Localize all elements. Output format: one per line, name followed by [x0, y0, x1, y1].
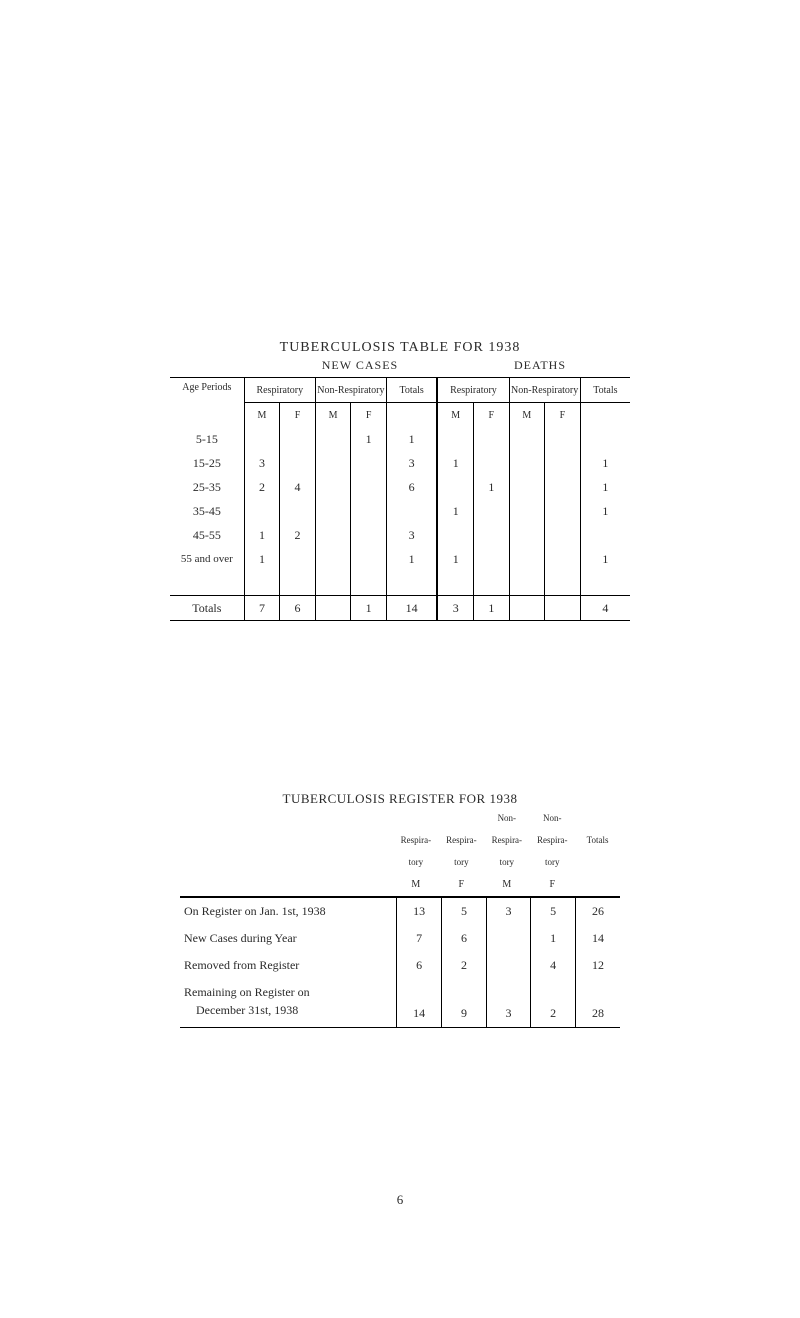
- table1-totals-row: Totals 7 6 1 14 3 1 4: [170, 596, 630, 621]
- hdr-totals-d: Totals: [580, 378, 630, 403]
- tuberculosis-table: TUBERCULOSIS TABLE FOR 1938 NEW CASES DE…: [170, 340, 630, 621]
- table-row: 55 and over 1 1 1 1: [170, 547, 630, 571]
- table2-headers: Non- Non- Respira- Respira- Respira- Res…: [180, 807, 620, 897]
- table1-title: TUBERCULOSIS TABLE FOR 1938: [170, 340, 630, 356]
- hdr-resp-nc: Respiratory: [244, 378, 315, 403]
- table1-grid: Age Periods Respiratory Non-Respiratory …: [170, 377, 630, 621]
- tuberculosis-register-table: TUBERCULOSIS REGISTER FOR 1938 Non- Non-…: [180, 791, 620, 1028]
- table-row: 25-35 2 4 6 1 1: [170, 475, 630, 499]
- hdr-m: M: [244, 403, 280, 428]
- table2-title: TUBERCULOSIS REGISTER FOR 1938: [180, 791, 620, 807]
- subtitle-new-cases: NEW CASES: [230, 358, 450, 373]
- hdr-nonresp-d: Non-Respiratory: [509, 378, 580, 403]
- hdr-age: Age Periods: [170, 378, 244, 428]
- hdr-totals-nc: Totals: [386, 378, 437, 403]
- table-row: 5-15 1 1: [170, 427, 630, 451]
- table1-subtitles: NEW CASES DEATHS: [170, 358, 630, 373]
- hdr-m: M: [509, 403, 545, 428]
- subtitle-deaths: DEATHS: [450, 358, 630, 373]
- hdr-f: F: [545, 403, 581, 428]
- table-row: New Cases during Year 7 6 1 14: [180, 925, 620, 952]
- table-row: Removed from Register 6 2 4 12: [180, 952, 620, 979]
- hdr-f: F: [280, 403, 316, 428]
- table-row: On Register on Jan. 1st, 1938 13 5 3 5 2…: [180, 898, 620, 926]
- table-row: December 31st, 1938 14 9 3 2 28: [180, 1000, 620, 1028]
- hdr-f: F: [474, 403, 510, 428]
- hdr-resp-d: Respiratory: [437, 378, 509, 403]
- hdr-nonresp-nc: Non-Respiratory: [315, 378, 386, 403]
- hdr-m: M: [437, 403, 473, 428]
- table-row: 45-55 1 2 3: [170, 523, 630, 547]
- page-number: 6: [0, 1192, 800, 1208]
- table2-grid: On Register on Jan. 1st, 1938 13 5 3 5 2…: [180, 897, 620, 1028]
- hdr-m: M: [315, 403, 351, 428]
- table-row: Remaining on Register on: [180, 979, 620, 1000]
- table-row: 35-45 1 1: [170, 499, 630, 523]
- hdr-f: F: [351, 403, 387, 428]
- table-row: 15-25 3 3 1 1: [170, 451, 630, 475]
